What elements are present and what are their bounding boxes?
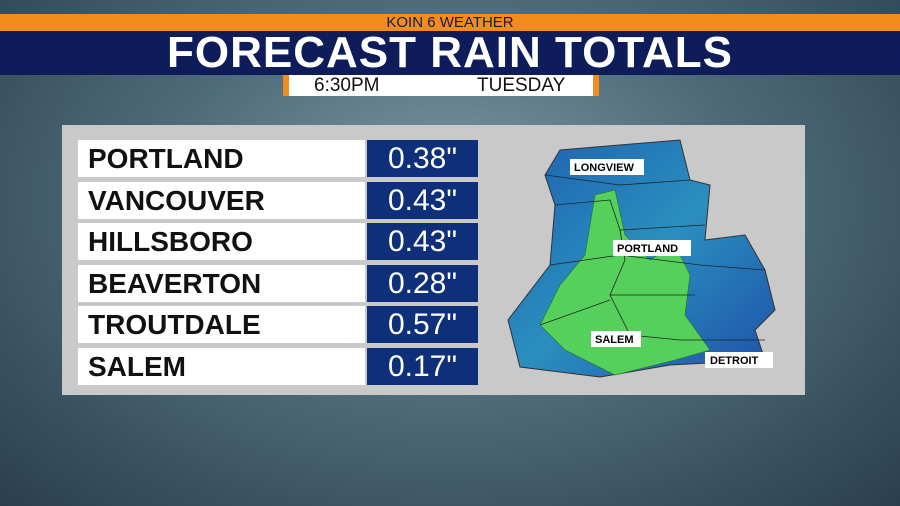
rain-total-cell: 0.17" bbox=[367, 347, 478, 385]
map-label: SALEM bbox=[595, 334, 634, 346]
rain-total-cell: 0.57" bbox=[367, 306, 478, 343]
day: TUESDAY bbox=[477, 75, 566, 96]
station-bar: KOIN 6 WEATHER bbox=[0, 14, 900, 31]
rain-total-cell: 0.28" bbox=[367, 264, 478, 302]
map-label: LONGVIEW bbox=[574, 162, 635, 174]
city-cell: BEAVERTON bbox=[78, 264, 365, 302]
city-cell: VANCOUVER bbox=[78, 181, 365, 219]
rain-total-cell: 0.43" bbox=[367, 181, 478, 219]
title: FORECAST RAIN TOTALS bbox=[0, 31, 900, 75]
time: 6:30PM bbox=[314, 75, 380, 96]
map-label: PORTLAND bbox=[617, 243, 678, 255]
map-label: DETROIT bbox=[710, 355, 759, 367]
city-cell: SALEM bbox=[78, 347, 365, 385]
city-cell: TROUTDALE bbox=[78, 306, 365, 343]
map: LONGVIEW PORTLAND SALEM DETROIT bbox=[507, 139, 776, 378]
city-cell: HILLSBORO bbox=[78, 223, 365, 260]
subtitle-bar: 6:30PM TUESDAY bbox=[283, 75, 599, 96]
city-cell: PORTLAND bbox=[78, 140, 365, 177]
rain-total-cell: 0.38" bbox=[367, 140, 478, 177]
rain-total-cell: 0.43" bbox=[367, 223, 478, 260]
